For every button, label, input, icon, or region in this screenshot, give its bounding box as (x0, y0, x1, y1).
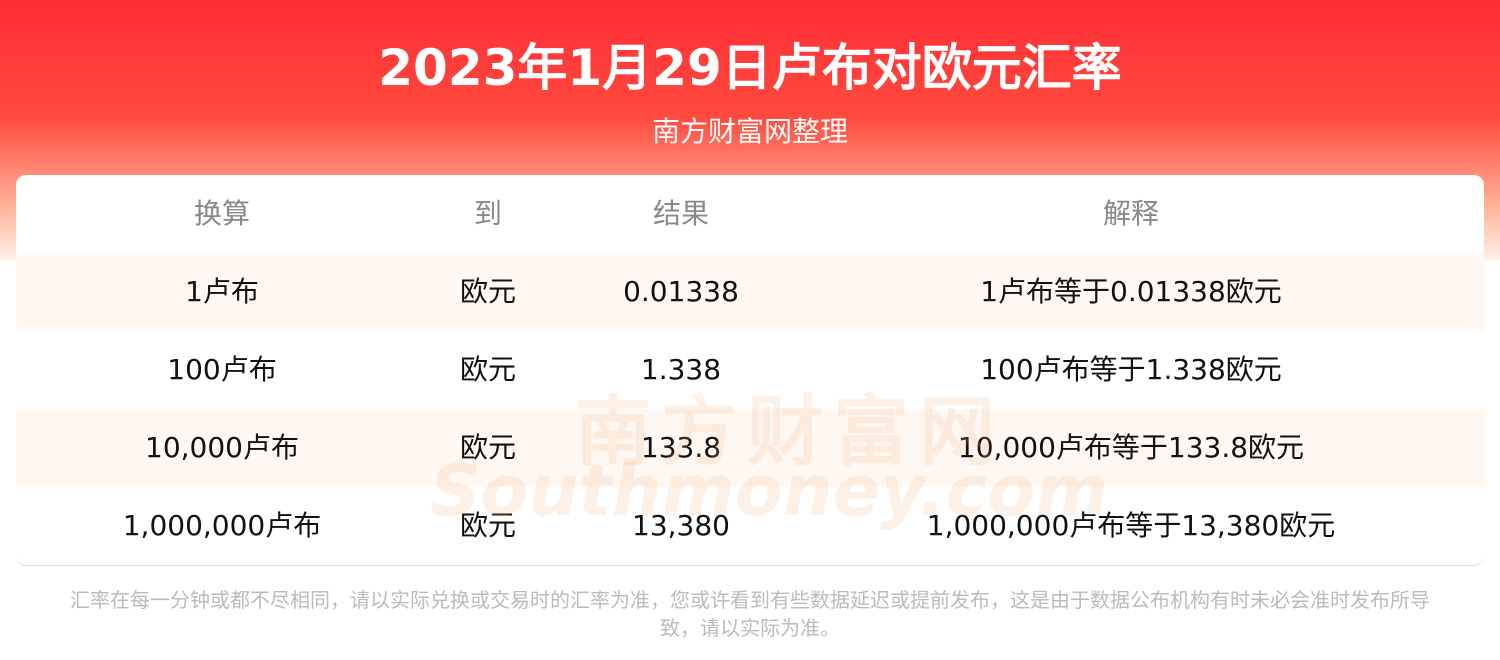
cell: 1卢布 (185, 275, 259, 308)
footer-note: 汇率在每一分钟或都不尽相同，请以实际兑换或交易时的汇率为准，您或许看到有些数据延… (70, 588, 1430, 640)
cell: 换算 (193, 197, 250, 230)
cell: 133.8 (640, 431, 722, 464)
subtitle: 南方财富网整理 (651, 115, 848, 148)
title: 2023年1月29日卢布对欧元汇率 (378, 39, 1122, 97)
cell: 解释 (1102, 197, 1159, 230)
cell: 13,380 (632, 509, 730, 542)
table-row: 100卢布 欧元 1.338 100卢布等于1.338欧元 (16, 331, 1484, 409)
cell: 10,000卢布等于133.8欧元 (957, 431, 1305, 464)
table: 换算到结果 解释 1卢布 欧元 0.01338 1卢布等于0.01338欧元 100卢布 欧元… (16, 175, 1484, 566)
watermark: Southmoney.com (430, 450, 1109, 532)
cell: 结果 (652, 197, 709, 230)
cell: 欧元 (459, 275, 516, 308)
cell: 欧元 (459, 353, 516, 386)
header-row: 换算 到 结果 解释 (16, 175, 1484, 253)
watermark: 南方财富网 (575, 387, 1005, 476)
cell: 1,000,000卢布等于13,380欧元 (926, 509, 1336, 542)
cell: 欧元 (459, 431, 516, 464)
cell: 100卢布 (167, 353, 277, 386)
cell: 1,000,000卢布 (122, 509, 322, 542)
cell: 到 (473, 197, 502, 230)
cell: 1卢布等于0.01338欧元 (980, 275, 1282, 308)
cell: 欧元 (459, 509, 516, 542)
cell: 100卢布等于1.338欧元 (980, 353, 1282, 386)
table-row: 1卢布 欧元 0.01338 1卢布等于0.01338欧元 (16, 253, 1484, 331)
cell: 1.338 (640, 353, 722, 386)
cell: 0.01338 (623, 275, 739, 308)
cell: 10,000卢布 (145, 431, 299, 464)
table-row: 1,000,000卢布 欧元 13,380 1,000,000卢布等于13,380欧元 (16, 487, 1484, 565)
table-row: 10,000卢布 欧元 133.8 10,000卢布等于133.8欧元 (16, 409, 1484, 487)
